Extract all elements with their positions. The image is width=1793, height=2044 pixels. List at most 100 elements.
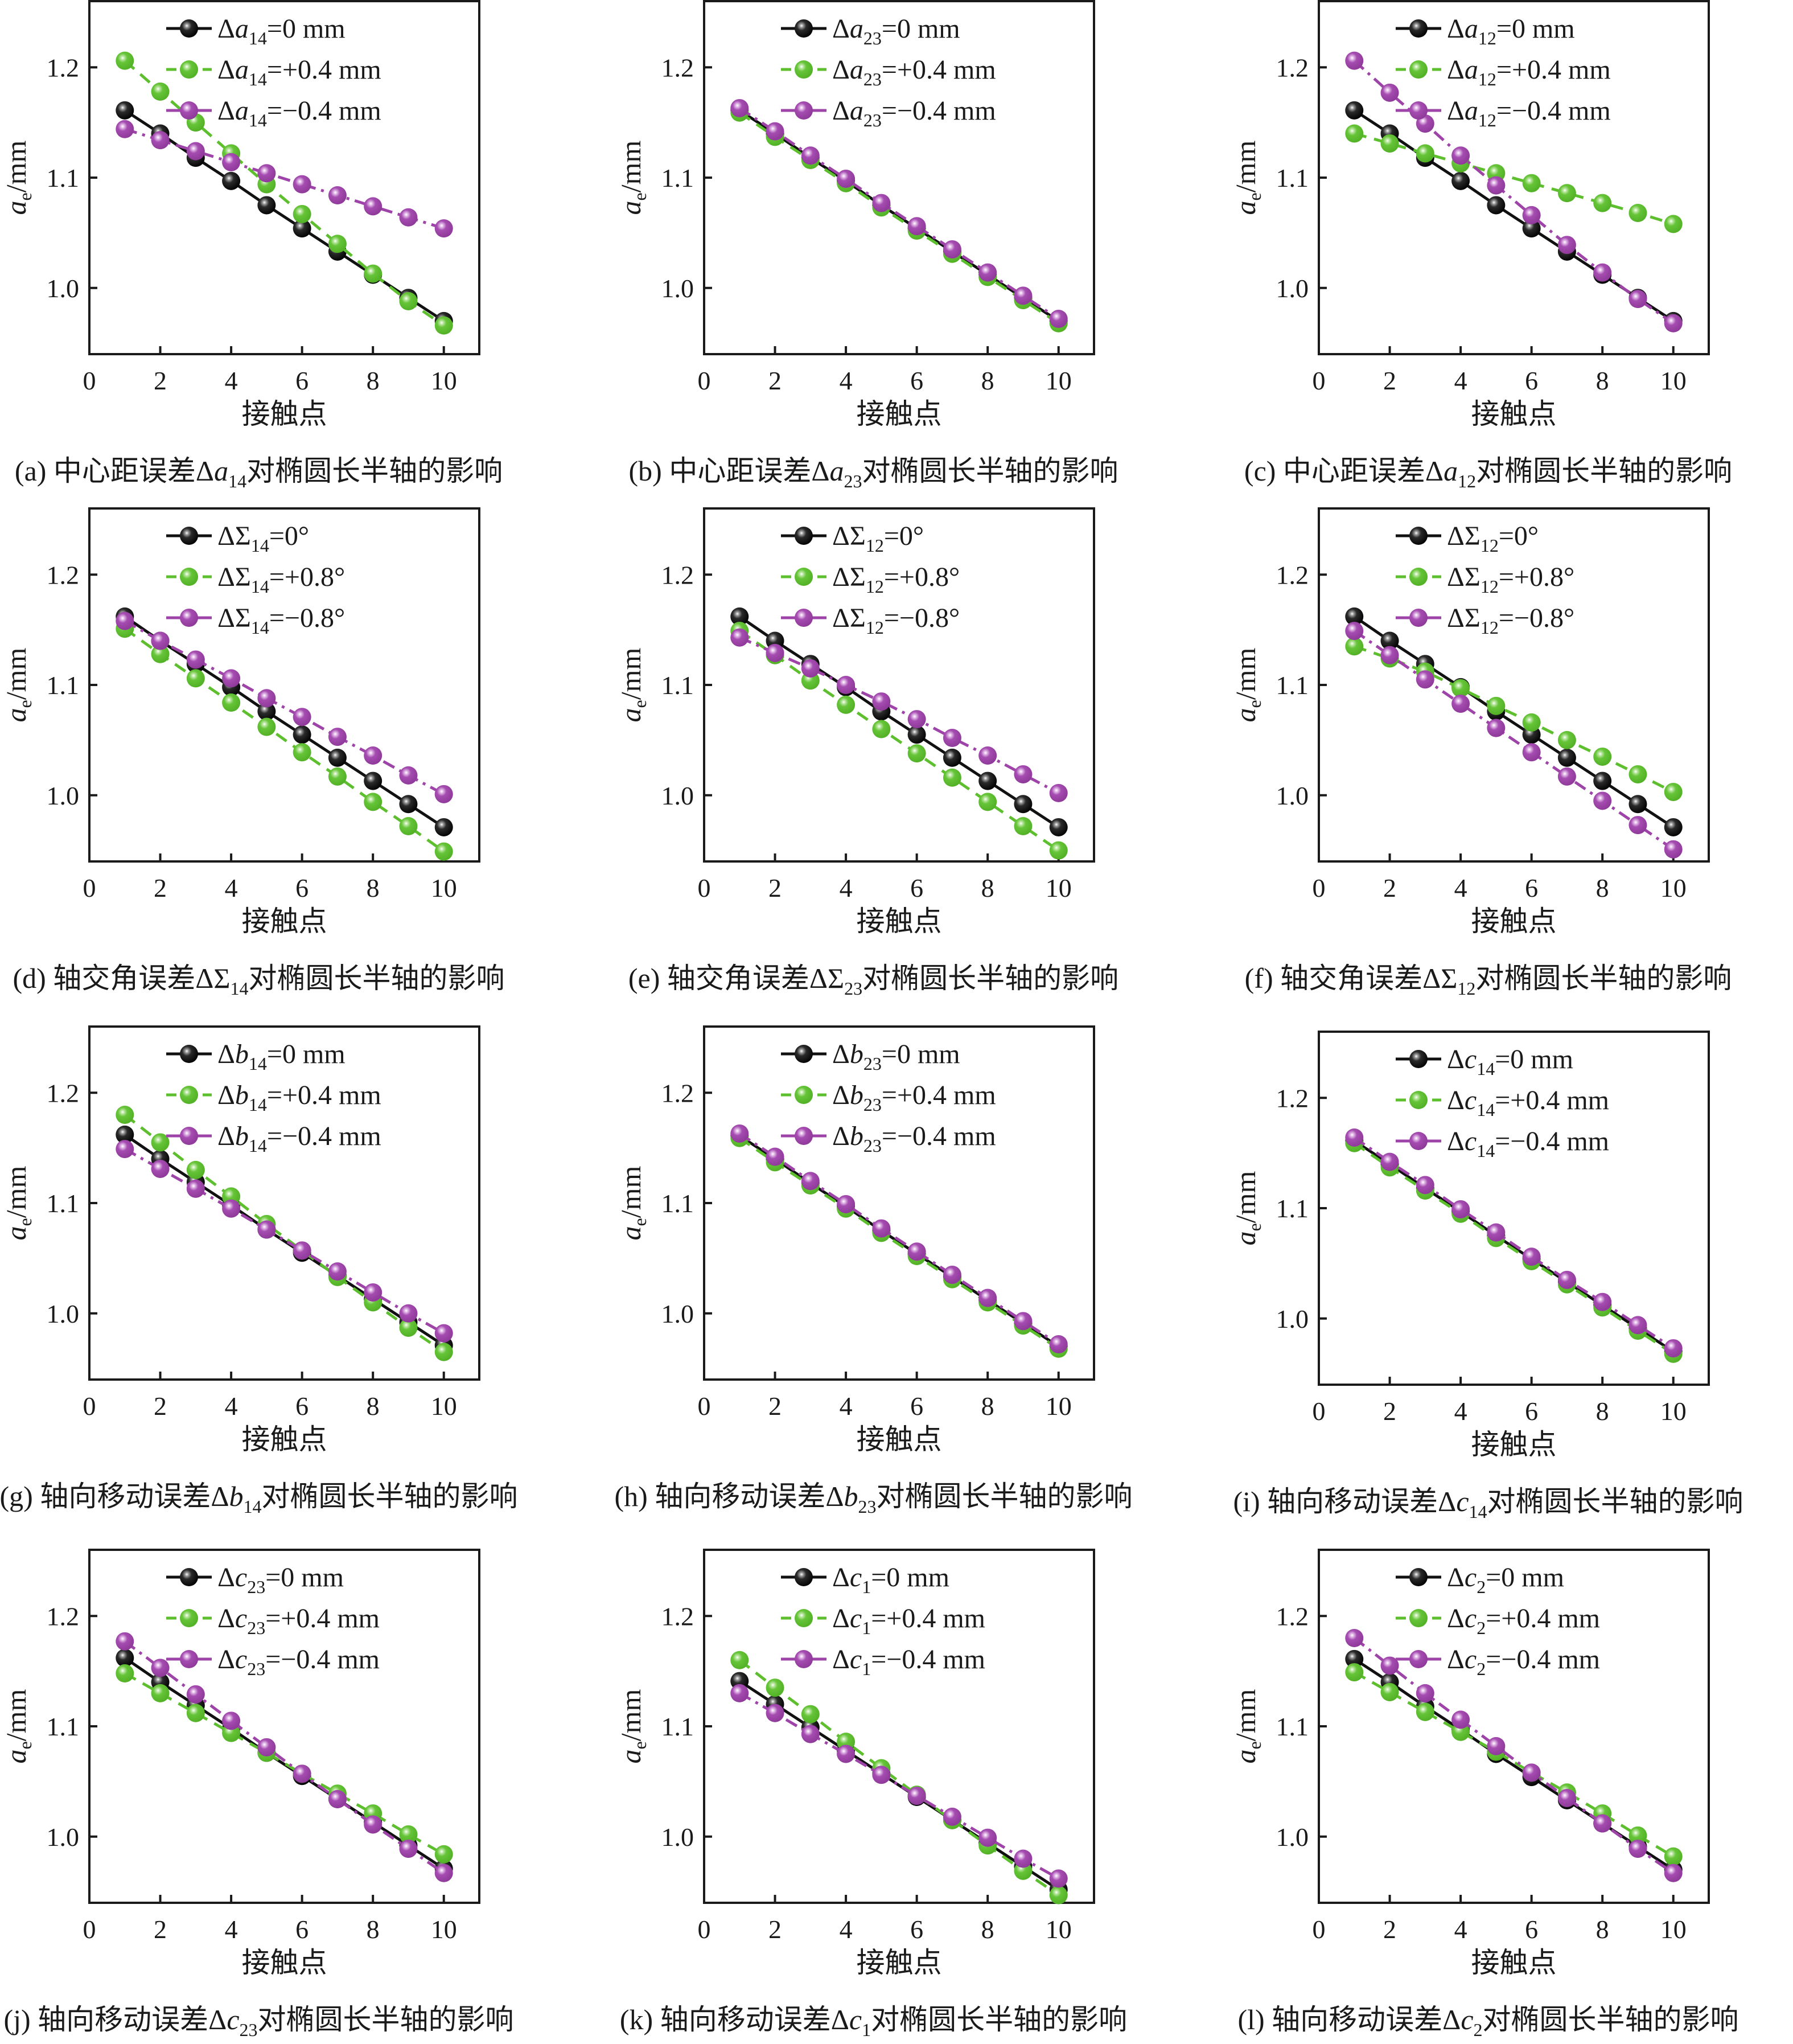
legend-label: ΔΣ14=−0.8° — [217, 603, 345, 638]
data-point — [364, 746, 383, 765]
data-point — [434, 842, 453, 861]
data-point — [766, 122, 784, 141]
legend-label: Δc23=+0.4 mm — [217, 1603, 380, 1638]
legend-label: Δc23=−0.4 mm — [217, 1644, 380, 1679]
data-point — [186, 142, 205, 161]
x-tick-label: 6 — [910, 1915, 923, 1944]
series-plus — [116, 619, 453, 861]
data-point — [943, 748, 961, 767]
caption-c: (c) 中心距误差Δa12对椭圆长半轴的影响 — [1244, 455, 1733, 491]
panel-f: 1.0 1.1 1.2 0 2 4 6 8 10 接触点 ae/mm ΔΣ12=0° ΔΣ12=+0.8… — [1229, 507, 1710, 938]
data-point — [186, 1704, 205, 1722]
data-point — [1522, 174, 1541, 192]
data-point — [1593, 194, 1612, 212]
data-point — [399, 1825, 418, 1844]
panel-i: 1.0 1.1 1.2 0 2 4 6 8 10 接触点 ae/mm Δc14=0 mm Δc14=+0… — [1229, 1031, 1710, 1461]
data-point — [801, 1172, 820, 1191]
x-tick-label: 10 — [431, 1392, 457, 1421]
x-tick-label: 10 — [1660, 1397, 1687, 1426]
legend-label: Δc1=−0.4 mm — [832, 1644, 985, 1679]
data-point — [1664, 840, 1683, 859]
x-tick-label: 0 — [83, 1915, 96, 1944]
y-tick-label: 1.0 — [1276, 1823, 1309, 1852]
legend-label: Δa23=+0.4 mm — [832, 55, 996, 89]
data-point — [222, 171, 241, 190]
x-tick-label: 0 — [698, 1915, 711, 1944]
data-point — [872, 720, 891, 738]
series-line — [124, 59, 445, 327]
series-line — [1353, 629, 1675, 851]
caption-a: (a) 中心距误差Δa14对椭圆长半轴的影响 — [14, 455, 503, 491]
series-line — [124, 1656, 445, 1870]
data-point — [222, 153, 241, 171]
series-minus — [116, 120, 453, 238]
series-line — [124, 128, 445, 230]
legend: Δa12=0 mm Δa12=+0.4 mm Δa12=−0.4 mm — [1396, 14, 1611, 130]
legend-item: Δa12=−0.4 mm — [1396, 96, 1611, 130]
legend: Δb14=0 mm Δb14=+0.4 mm Δb14=−0.4 mm — [166, 1039, 381, 1156]
data-point — [1593, 263, 1612, 282]
legend: Δc23=0 mm Δc23=+0.4 mm Δc23=−0.4 mm — [166, 1562, 380, 1679]
series-line — [124, 627, 445, 853]
data-point — [801, 1725, 820, 1743]
series-line — [738, 109, 1060, 322]
legend-label: Δb23=0 mm — [832, 1039, 960, 1074]
data-point — [1522, 713, 1541, 732]
data-point — [116, 1140, 134, 1159]
x-tick-label: 2 — [768, 366, 782, 395]
x-tick-label: 2 — [154, 1915, 167, 1944]
data-point — [151, 645, 170, 663]
data-point — [1664, 314, 1683, 333]
y-tick-label: 1.2 — [47, 1078, 80, 1107]
legend-marker — [1409, 1091, 1428, 1109]
legend: ΔΣ14=0° ΔΣ14=+0.8° ΔΣ14=−0.8° — [166, 521, 345, 638]
y-tick-label: 1.1 — [1276, 671, 1309, 700]
legend-item: Δc1=0 mm — [781, 1562, 949, 1597]
y-axis-label: ae/mm — [1229, 140, 1265, 215]
legend-marker — [795, 1609, 813, 1627]
data-point — [872, 1766, 891, 1784]
legend-item: Δc1=+0.4 mm — [781, 1603, 985, 1638]
data-point — [186, 650, 205, 669]
series-line — [1354, 645, 1674, 794]
x-tick-label: 6 — [1525, 1915, 1538, 1944]
y-axis-label: ae/mm — [1229, 1171, 1265, 1245]
y-tick-label: 1.1 — [1276, 1194, 1309, 1223]
data-point — [943, 1265, 961, 1284]
data-point — [257, 1738, 276, 1756]
x-tick-label: 4 — [840, 873, 853, 902]
data-point — [978, 771, 997, 790]
data-point — [978, 263, 997, 282]
data-point — [1664, 1847, 1683, 1866]
data-point — [434, 1864, 453, 1882]
legend-item: ΔΣ12=−0.8° — [1396, 603, 1574, 638]
legend-marker — [1409, 568, 1428, 586]
legend-item: ΔΣ14=0° — [166, 521, 309, 556]
data-point — [978, 746, 997, 765]
x-tick-label: 10 — [1046, 873, 1072, 902]
legend-marker — [795, 1568, 813, 1586]
legend-label: Δa12=−0.4 mm — [1447, 96, 1611, 130]
series-plus — [116, 51, 453, 335]
x-tick-label: 6 — [295, 1392, 309, 1421]
legend-marker — [795, 1045, 813, 1063]
legend-label: Δc14=0 mm — [1447, 1044, 1573, 1079]
data-point — [1522, 206, 1541, 224]
x-tick-label: 2 — [1383, 366, 1396, 395]
data-point — [1664, 1339, 1683, 1358]
x-tick-label: 6 — [910, 1392, 923, 1421]
legend-marker — [795, 527, 813, 545]
data-point — [1416, 1176, 1434, 1195]
data-point — [434, 1324, 453, 1343]
x-tick-label: 10 — [431, 1915, 457, 1944]
series-plus — [1345, 124, 1683, 233]
legend-marker — [1409, 1050, 1428, 1068]
x-tick-label: 0 — [1313, 873, 1326, 902]
x-tick-label: 4 — [1454, 873, 1467, 902]
y-tick-label: 1.0 — [47, 1299, 80, 1328]
data-point — [328, 1262, 347, 1281]
legend-item: ΔΣ12=+0.8° — [781, 562, 960, 597]
legend-label: Δc2=0 mm — [1447, 1562, 1564, 1597]
data-point — [1380, 1152, 1399, 1171]
data-point — [907, 1787, 926, 1805]
